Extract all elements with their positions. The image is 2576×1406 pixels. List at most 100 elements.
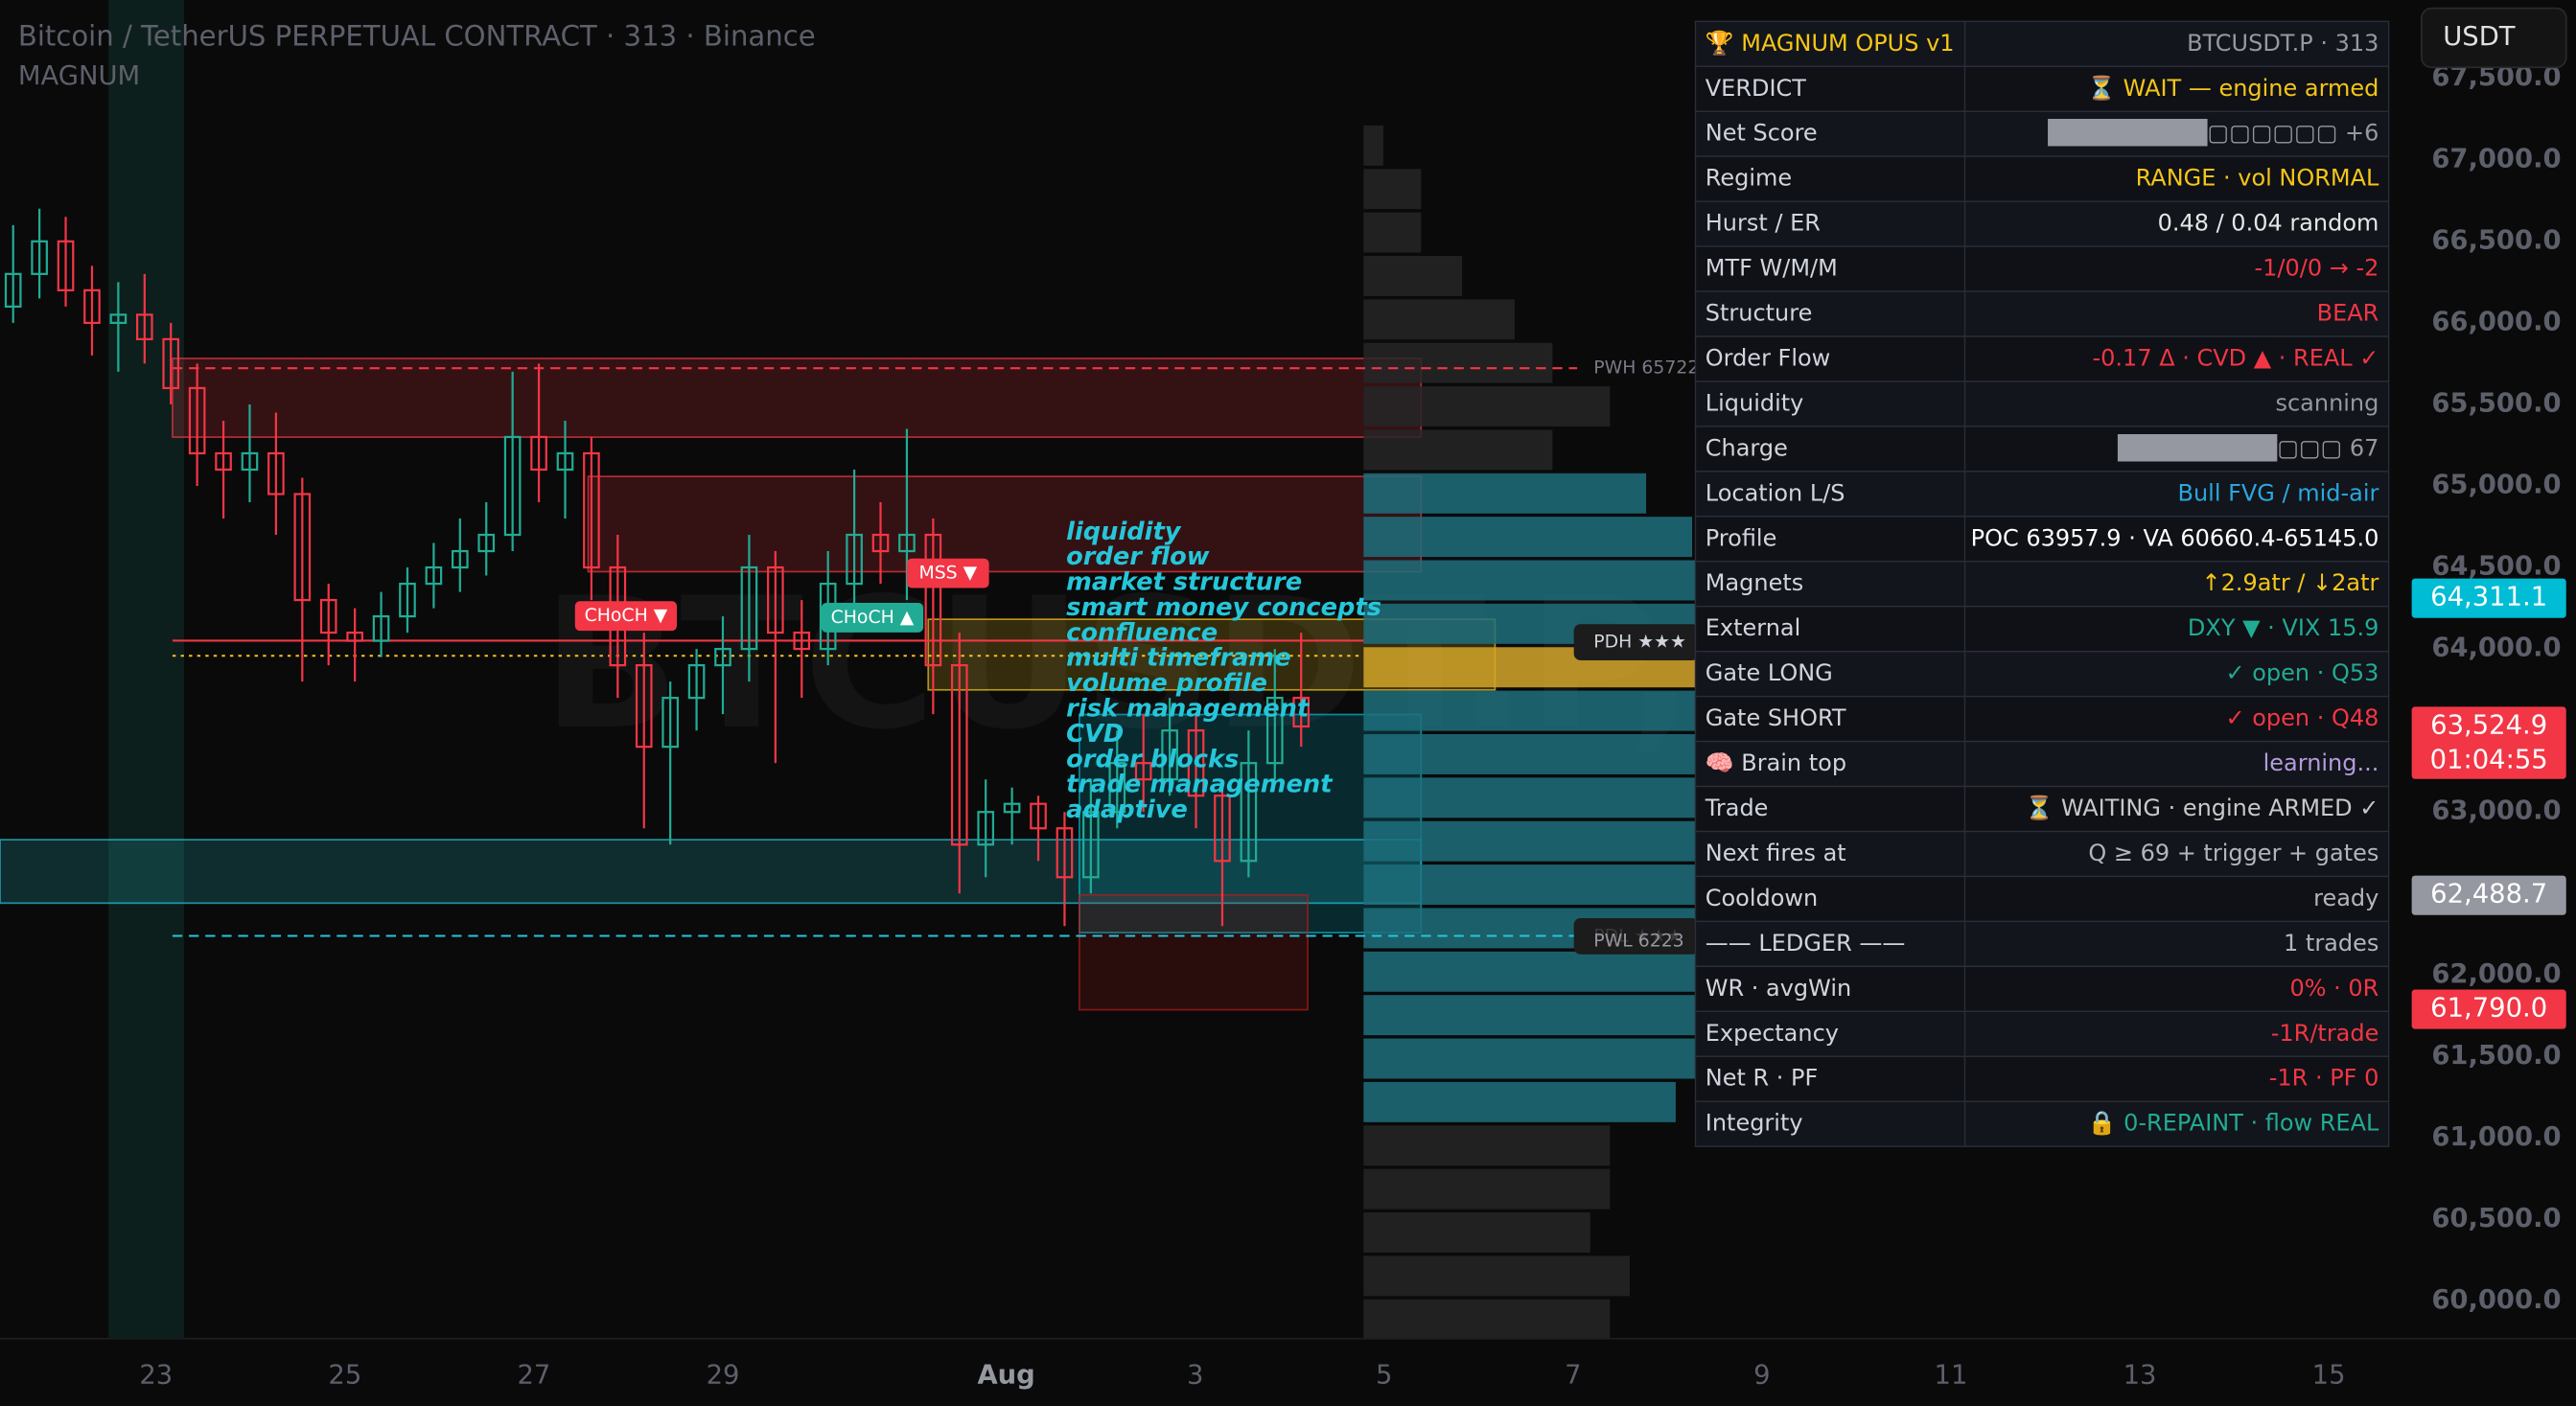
currency-label[interactable]: USDT xyxy=(2443,22,2516,52)
keyword: risk management xyxy=(1066,695,1311,724)
session-highlight xyxy=(108,0,184,1339)
y-tick-label: 61,000.0 xyxy=(2431,1122,2561,1152)
level-label: PWH 65722 xyxy=(1593,358,1699,379)
row-value: 0% · 0R xyxy=(2290,975,2379,1002)
row-value: scanning xyxy=(2275,389,2379,416)
candle-body xyxy=(241,451,259,472)
table-row xyxy=(1694,200,2390,247)
table-row xyxy=(1694,20,2390,67)
x-tick-label: 9 xyxy=(1753,1361,1770,1391)
candle-body xyxy=(530,435,547,472)
row-value: ↑2.9atr / ↓2atr xyxy=(2202,569,2379,596)
candle-body xyxy=(135,313,153,341)
price-tag xyxy=(2411,875,2566,915)
volume-profile-row xyxy=(1363,1038,1709,1079)
x-tick-label: 13 xyxy=(2123,1361,2157,1391)
y-tick-label: 67,000.0 xyxy=(2431,144,2561,173)
row-value: ⏳ WAIT — engine armed xyxy=(2087,75,2379,102)
row-value: DXY ▼ · VIX 15.9 xyxy=(2188,614,2379,641)
x-tick-label: 11 xyxy=(1935,1361,1968,1391)
candle-body xyxy=(556,451,574,472)
candle-body xyxy=(793,631,811,651)
volume-profile-row xyxy=(1363,560,1709,601)
annotation-box xyxy=(821,602,924,633)
candle-body xyxy=(661,697,679,749)
y-tick-label: 60,000.0 xyxy=(2431,1285,2561,1315)
table-row xyxy=(1694,1055,2390,1102)
row-value: BTCUSDT.P · 313 xyxy=(2187,30,2379,57)
candle-body xyxy=(846,533,863,586)
candle-body xyxy=(293,493,312,602)
table-row xyxy=(1694,471,2390,518)
volume-profile-row xyxy=(1363,951,1709,992)
candle-body xyxy=(1108,762,1126,814)
keyword: order flow xyxy=(1066,542,1210,571)
volume-profile-row xyxy=(1363,1299,1611,1340)
axis-labels: 67,500.067,000.066,500.066,000.065,500.0… xyxy=(139,62,2566,1391)
candle-body xyxy=(503,435,522,537)
volume-profile-row xyxy=(1363,1212,1590,1253)
x-tick-label: 15 xyxy=(2312,1361,2346,1391)
row-value: ✓ open · Q48 xyxy=(2226,704,2379,731)
volume-profile-row xyxy=(1363,864,1709,906)
row-value: ⏳ WAITING · engine ARMED ✓ xyxy=(2025,795,2379,821)
row-value: 🔒 0-REPAINT · flow REAL xyxy=(2088,1110,2379,1137)
level-tag xyxy=(1573,917,1699,955)
candle-body xyxy=(871,533,890,553)
table-row xyxy=(1694,920,2390,968)
x-tick-label: 7 xyxy=(1565,1361,1581,1391)
volume-profile-row xyxy=(1363,777,1709,818)
volume-profile-row xyxy=(1363,820,1709,862)
table-row xyxy=(1694,516,2390,563)
x-tick-label: 3 xyxy=(1187,1361,1203,1391)
table-row xyxy=(1694,561,2390,608)
table-row xyxy=(1694,245,2390,292)
volume-profile-row xyxy=(1363,169,1422,210)
row-value: -0.17 Δ · CVD ▲ · REAL ✓ xyxy=(2093,344,2379,371)
volume-profile-row xyxy=(1363,1125,1611,1166)
annotation-label: MSS ▼ xyxy=(918,564,977,584)
volume-profile-row xyxy=(1363,299,1515,340)
row-label: —— LEDGER —— xyxy=(1706,930,1906,957)
candle-body xyxy=(451,549,469,569)
volume-profile-row xyxy=(1363,342,1553,383)
row-label: WR · avgWin xyxy=(1706,975,1851,1002)
currency-button[interactable] xyxy=(2421,7,2567,69)
table-row xyxy=(1694,785,2390,833)
table-row xyxy=(1694,335,2390,382)
row-value: POC 63957.9 · VA 60660.4-65145.0 xyxy=(1971,524,2379,551)
price-tag-label: 64,311.1 xyxy=(2430,583,2547,612)
row-value: learning... xyxy=(2263,749,2379,776)
row-value: Q ≥ 69 + trigger + gates xyxy=(2088,840,2379,866)
row-label: Trade xyxy=(1705,795,1769,821)
candle-body xyxy=(1134,762,1152,781)
countdown: 01:04:55 xyxy=(2430,745,2548,774)
chart-title: Bitcoin / TetherUS PERPETUAL CONTRACT · … xyxy=(18,19,816,52)
table-row xyxy=(1694,290,2390,337)
candle-body xyxy=(109,313,128,324)
zone xyxy=(587,475,1423,573)
candle-body xyxy=(924,533,942,667)
annotation-box xyxy=(906,558,989,588)
table-row xyxy=(1694,875,2390,923)
row-value: 1 trades xyxy=(2284,930,2379,957)
volume-profile-row xyxy=(1363,690,1709,731)
level-label: PDL ★★★ xyxy=(1593,926,1683,946)
row-value: ready xyxy=(2313,885,2379,911)
keyword: adaptive xyxy=(1066,795,1188,824)
price-tag-label: 62,488.7 xyxy=(2430,880,2547,910)
candle-body xyxy=(767,565,784,634)
candle-body xyxy=(635,664,653,749)
candle-body xyxy=(687,664,706,700)
candle-body xyxy=(977,811,995,846)
volume-profile-row xyxy=(1363,1256,1630,1297)
row-label: MTF W/M/M xyxy=(1706,255,1838,282)
row-label: 🏆 MAGNUM OPUS v1 xyxy=(1706,30,1955,57)
row-label: Liquidity xyxy=(1706,389,1804,416)
volume-profile-row xyxy=(1363,734,1709,774)
candle-body xyxy=(399,582,416,618)
row-label: Order Flow xyxy=(1706,344,1831,371)
candle-body xyxy=(346,631,363,642)
